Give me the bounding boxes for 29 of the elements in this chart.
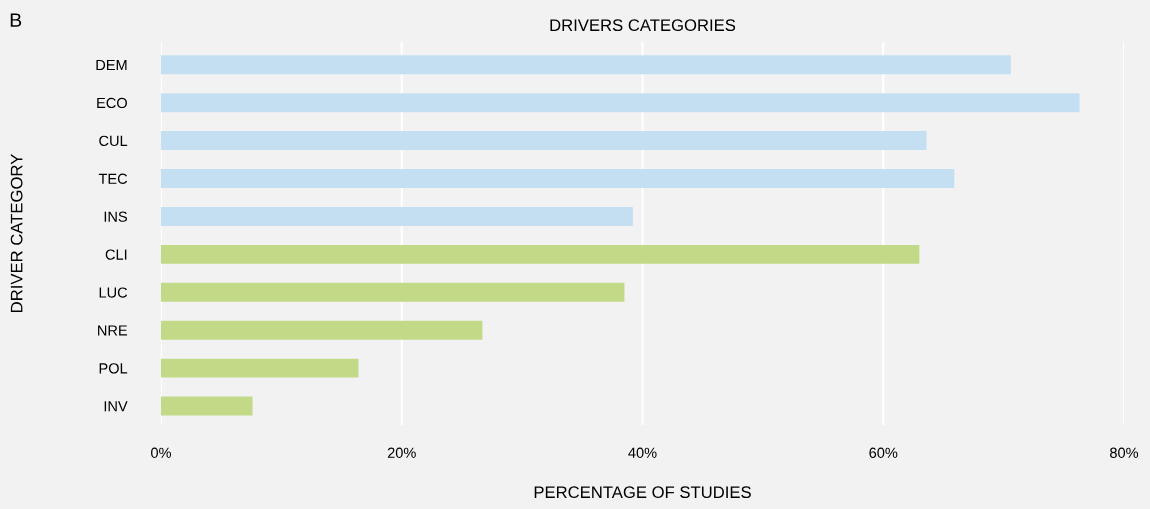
bar xyxy=(161,206,633,226)
y-tick-label: CLI xyxy=(105,249,127,260)
x-tick-label: 40% xyxy=(628,447,657,458)
bar xyxy=(161,55,1011,75)
y-tick-label: LUC xyxy=(99,287,128,298)
x-tick-label: 20% xyxy=(387,447,416,458)
x-tick-label: 80% xyxy=(1110,447,1139,458)
bar xyxy=(161,358,359,378)
chart-title: DRIVERS CATEGORIES xyxy=(550,19,736,32)
y-tick-label: INV xyxy=(104,401,128,412)
bar xyxy=(161,320,483,340)
y-tick-label: ECO xyxy=(97,97,127,109)
x-tick-label: 0% xyxy=(151,447,172,458)
bar xyxy=(161,93,1080,113)
y-tick-label: NRE xyxy=(98,325,128,336)
x-tick-label: 60% xyxy=(869,447,898,458)
y-tick-label: TEC xyxy=(98,173,128,184)
x-axis-title: PERCENTAGE OF STUDIES xyxy=(534,486,751,499)
text: B xyxy=(10,13,22,27)
bar xyxy=(161,244,920,264)
bar xyxy=(161,396,253,416)
bar xyxy=(161,131,927,151)
y-tick-label: DEM xyxy=(96,60,127,71)
bar xyxy=(161,169,955,188)
y-tick-label: POL xyxy=(99,363,128,374)
y-tick-label: CUL xyxy=(99,135,128,147)
y-tick-label: INS xyxy=(104,211,127,222)
bar xyxy=(161,282,625,302)
y-axis-title: DRIVER CATEGORY xyxy=(10,154,23,312)
